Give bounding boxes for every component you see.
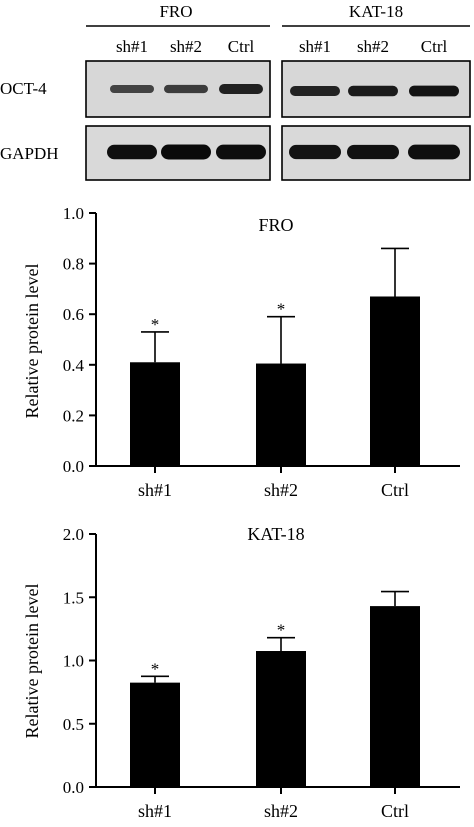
oct4-band — [409, 85, 459, 97]
y-tick-label: 1.0 — [63, 652, 84, 671]
blot-lane-label: sh#1 — [299, 37, 331, 56]
gapdh-band — [289, 144, 341, 160]
chart-title: FRO — [258, 215, 293, 235]
bar — [130, 362, 180, 466]
y-tick-label: 0.2 — [63, 406, 84, 425]
x-tick-label: sh#2 — [264, 480, 298, 500]
blot-lane-label: sh#2 — [357, 37, 389, 56]
oct4-band — [164, 84, 208, 94]
blot-row-label-oct4: OCT-4 — [0, 79, 47, 98]
bar-chart-fro: FRO Relative protein level 0.00.20.40.60… — [22, 204, 460, 500]
y-tick-label: 2.0 — [63, 525, 84, 544]
y-axis-label: Relative protein level — [22, 264, 42, 419]
y-tick-label: 0.0 — [63, 778, 84, 797]
oct4-band — [348, 85, 398, 97]
western-blot-panel: FRO KAT-18 sh#1 sh#2 Ctrl sh#1 sh#2 Ctrl… — [0, 2, 471, 181]
blot-group-label-fro: FRO — [159, 2, 192, 21]
significance-marker: * — [277, 300, 286, 319]
y-tick-label: 1.0 — [63, 204, 84, 223]
oct4-band — [110, 85, 154, 93]
y-tick-label: 0.0 — [63, 457, 84, 476]
blot-group-label-kat18: KAT-18 — [349, 2, 403, 21]
x-tick-label: sh#1 — [138, 480, 172, 500]
significance-marker: * — [277, 621, 286, 640]
chart-marks: 0.0 0.5 1.0 1.5 2.0 * sh#1 * sh#2 Ctrl — [63, 525, 420, 821]
gapdh-band — [408, 144, 460, 160]
bar — [370, 606, 420, 787]
significance-marker: * — [151, 315, 160, 334]
gapdh-band — [107, 144, 157, 160]
bar — [256, 363, 306, 466]
gapdh-band — [216, 144, 266, 160]
gapdh-band — [347, 144, 399, 160]
bar — [256, 651, 306, 787]
blot-lane-label: sh#1 — [116, 37, 148, 56]
chart-title: KAT-18 — [247, 524, 304, 544]
y-tick-label: 0.8 — [63, 255, 84, 274]
blot-lane-label: Ctrl — [228, 37, 255, 56]
blot-row-label-gapdh: GAPDH — [0, 144, 59, 163]
x-tick-label: sh#1 — [138, 801, 172, 821]
x-tick-label: Ctrl — [381, 801, 409, 821]
significance-marker: * — [151, 659, 160, 678]
bar-chart-kat18: KAT-18 Relative protein level 0.0 0.5 1.0 1… — [22, 524, 460, 821]
blot-lane-label: sh#2 — [170, 37, 202, 56]
y-tick-label: 0.4 — [63, 356, 85, 375]
y-tick-label: 1.5 — [63, 588, 84, 607]
y-axis-label: Relative protein level — [22, 584, 42, 739]
blot-bands — [107, 83, 460, 160]
x-tick-label: sh#2 — [264, 801, 298, 821]
x-tick-label: Ctrl — [381, 480, 409, 500]
oct4-band — [219, 83, 263, 95]
gapdh-band — [161, 144, 211, 160]
chart-marks: 0.0 0.2 0.4 0.6 0.8 1.0 * sh#1 * sh#2 Ctrl — [63, 204, 420, 500]
bar — [130, 682, 180, 787]
y-tick-label: 0.6 — [63, 305, 84, 324]
bar — [370, 296, 420, 466]
oct4-band — [290, 86, 340, 96]
blot-lane-label: Ctrl — [421, 37, 448, 56]
y-tick-label: 0.5 — [63, 715, 84, 734]
